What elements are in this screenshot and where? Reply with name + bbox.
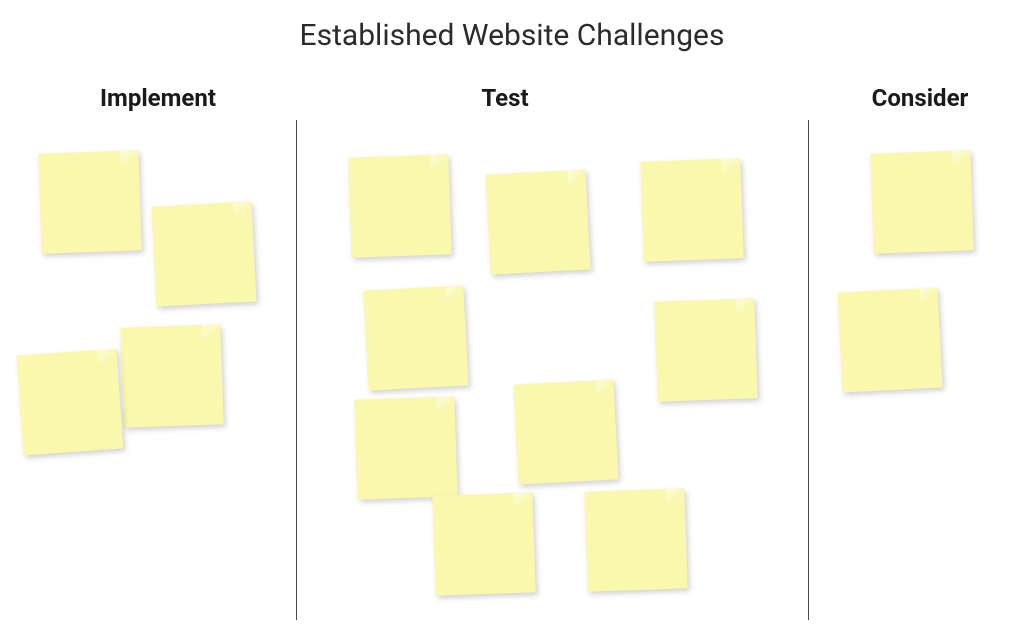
column-heading-consider: Consider [840,84,1000,112]
sticky-note[interactable] [38,150,141,253]
column-divider [808,120,809,620]
page-title: Established Website Challenges [0,18,1024,53]
sticky-note[interactable] [151,201,256,306]
sticky-note[interactable] [354,396,457,499]
sticky-note[interactable] [837,287,942,392]
sticky-note[interactable] [640,158,743,261]
sticky-note[interactable] [870,150,973,253]
sticky-note[interactable] [363,285,468,390]
sticky-note[interactable] [513,379,618,484]
sticky-note[interactable] [485,169,590,274]
sticky-note[interactable] [654,298,757,401]
column-heading-test: Test [430,84,580,112]
column-divider [296,120,297,620]
sticky-note[interactable] [17,349,124,456]
column-heading-implement: Implement [58,84,258,112]
sticky-note[interactable] [120,324,223,427]
sticky-note[interactable] [584,488,687,591]
kanban-canvas: Established Website Challenges Implement… [0,0,1024,632]
sticky-note[interactable] [432,492,535,595]
sticky-note[interactable] [348,154,451,257]
